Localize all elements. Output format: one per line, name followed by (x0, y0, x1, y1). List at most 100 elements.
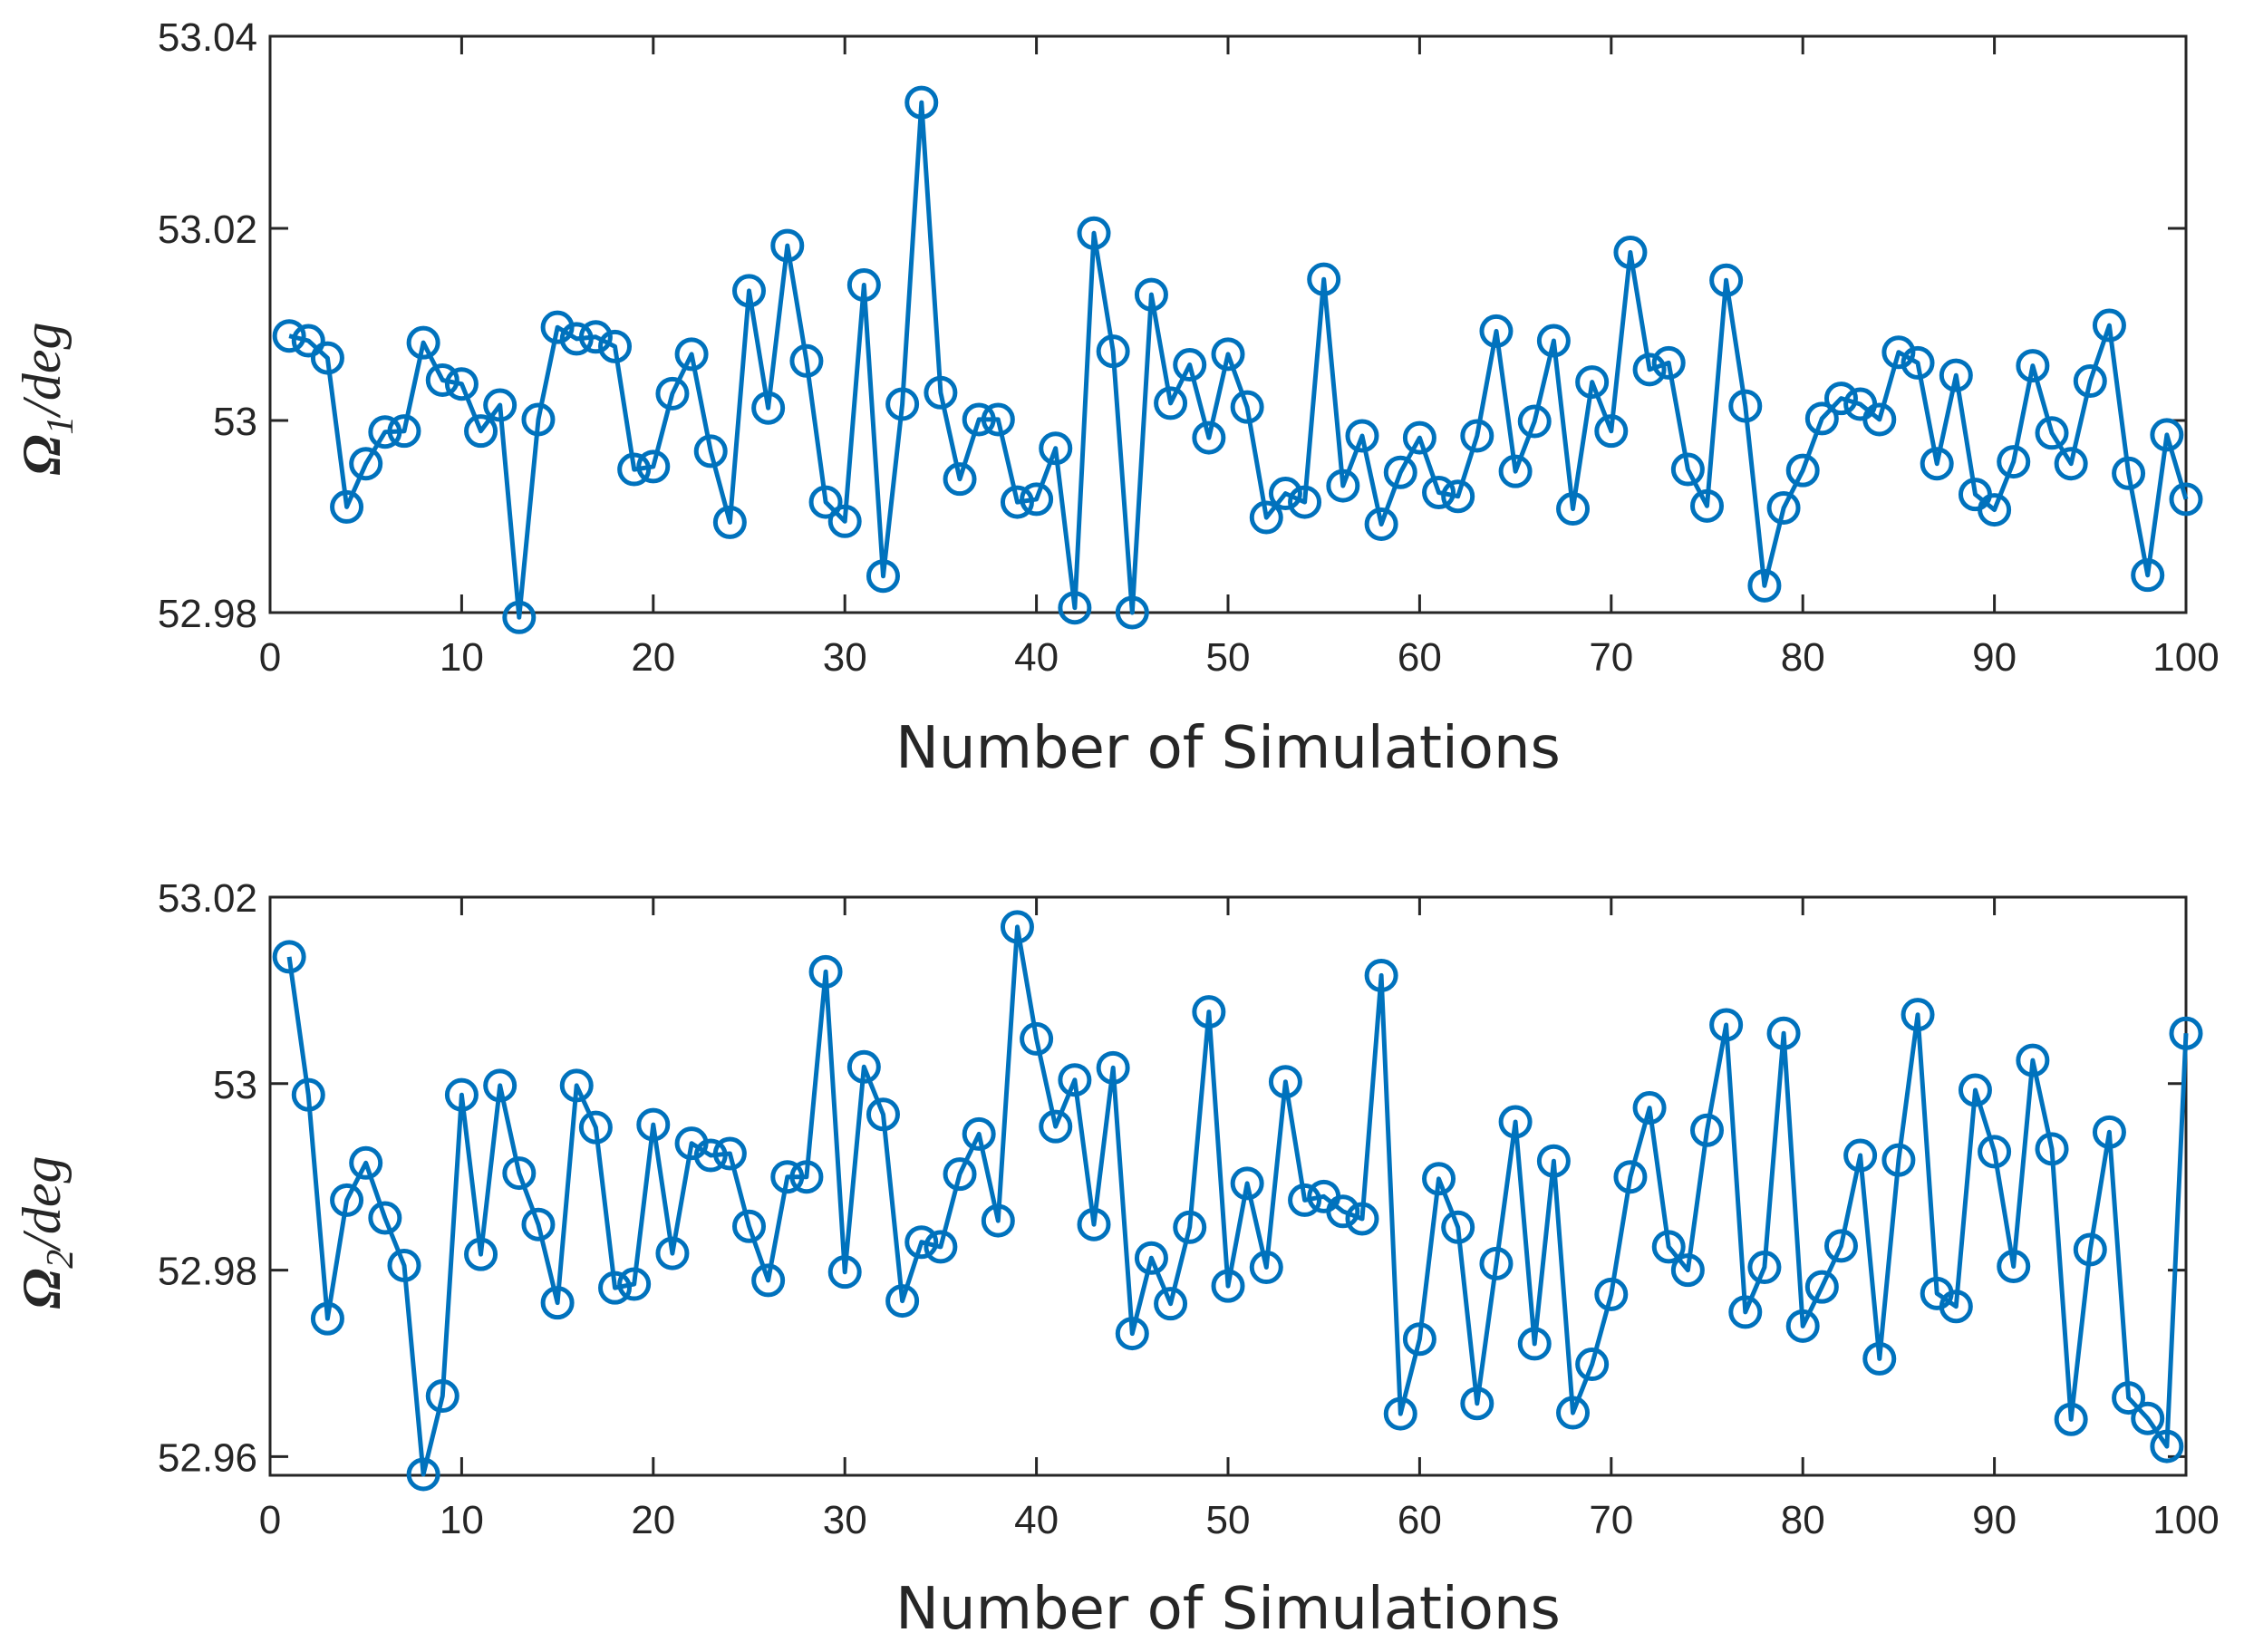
omega2-data-point (444, 1077, 479, 1112)
omega1-data-point (1479, 314, 1514, 348)
omega1-data-point (1517, 404, 1552, 439)
omega1-data-point (368, 415, 402, 449)
omega2-data-point (1422, 1162, 1456, 1196)
omega2-data-point (1594, 1277, 1629, 1311)
omega1-data-point (406, 325, 440, 360)
omega1-data-point (272, 319, 306, 353)
omega2-data-point (1785, 1309, 1820, 1343)
omega2-data-point (1039, 1109, 1073, 1144)
omega1-data-point (904, 85, 939, 120)
omega1-data-point (1823, 382, 1858, 416)
omega2-data-point (578, 1110, 613, 1145)
omega2-data-point (712, 1136, 747, 1171)
omega1-data-point (387, 414, 421, 449)
omega2-x-tick-label: 70 (1589, 1498, 1633, 1542)
omega2-data-point (1192, 995, 1226, 1029)
omega1-data-point (2131, 558, 2165, 593)
omega2-x-tick-label: 10 (440, 1498, 484, 1542)
omega1-y-tick-label: 53 (213, 400, 257, 444)
omega1-data-point (1690, 488, 1724, 523)
omega1-data-point (1096, 334, 1130, 369)
omega1-data-point (1383, 455, 1417, 489)
omega1-data-point (789, 343, 824, 378)
omega1-data-point (1901, 345, 1935, 380)
omega1-data-point (1766, 490, 1801, 525)
omega1-y-tick-label: 53.02 (158, 208, 257, 252)
omega1-data-point (598, 329, 633, 363)
omega1-data-point (1288, 485, 1322, 519)
omega1-data-point (1498, 454, 1533, 488)
omega1-data-point (330, 489, 364, 524)
omega2-data-point (425, 1379, 459, 1414)
omega2-data-point (1077, 1207, 1111, 1241)
omega1-data-point (2054, 447, 2088, 481)
omega1-data-point (1804, 401, 1839, 436)
omega2-axes-frame (268, 895, 2188, 1477)
omega2-data-point (827, 1255, 862, 1290)
omega2-data-point (330, 1183, 364, 1217)
omega2-data-point (368, 1201, 402, 1235)
omega1-y-axis-label: Ω1/deg (12, 322, 82, 475)
omega2-data-point (1517, 1327, 1552, 1361)
omega2-x-axis-label: Number of Simulations (895, 1576, 1561, 1643)
omega1-data-point (1326, 469, 1360, 503)
omega1-data-point (578, 320, 613, 354)
omega2-x-tick-label: 100 (2152, 1498, 2219, 1542)
omega1-data-point (924, 375, 958, 410)
omega2-data-point (349, 1145, 383, 1180)
omega2-data-point (2073, 1232, 2107, 1267)
omega1-data-point (1307, 262, 1341, 296)
omega1-y-tick-label: 52.98 (158, 592, 257, 636)
omega1-data-point (846, 268, 881, 303)
omega2-data-point (1345, 1202, 1379, 1236)
omega2-y-tick-label: 53.02 (158, 876, 257, 921)
omega1-data-point (310, 341, 344, 375)
omega1-data-point (1364, 507, 1398, 541)
omega1-data-point (751, 391, 786, 425)
omega2-data-point (1000, 910, 1034, 944)
omega2-data-point (1441, 1210, 1475, 1244)
omega2-data-point (885, 1284, 920, 1319)
omega1-data-point (866, 559, 900, 594)
omega1-data-point (1134, 277, 1168, 312)
omega1-data-point (1268, 477, 1302, 511)
omega2-data-point (1211, 1269, 1245, 1303)
omega1-data-point (1862, 402, 1897, 437)
omega2-data-point (1115, 1317, 1149, 1351)
omega2-data-point (636, 1107, 671, 1142)
omega2-data-point (1498, 1105, 1533, 1139)
omega2-data-point (904, 1225, 939, 1260)
omega2-data-point (2131, 1401, 2165, 1435)
omega1-data-point (2169, 482, 2203, 517)
omega1-data-point (483, 388, 517, 422)
omega1-data-point (1594, 414, 1629, 449)
omega1-data-point (1077, 216, 1111, 250)
omega2-data-point (2169, 1016, 2203, 1050)
omega1-x-tick-label: 40 (1014, 635, 1059, 680)
omega2-x-tick-label: 40 (1014, 1498, 1059, 1542)
omega2-data-point (617, 1267, 652, 1301)
omega2-data-point (846, 1049, 881, 1084)
omega2-data-point (1804, 1270, 1839, 1304)
omega1-x-tick-label: 10 (440, 635, 484, 680)
omega1-data-point (1632, 353, 1667, 387)
omega1-data-point (1000, 485, 1034, 519)
omega2-data-point (1268, 1065, 1302, 1099)
omega1-data-point (1460, 419, 1494, 453)
omega1-data-point (1728, 389, 1763, 423)
omega1-data-point (1058, 591, 1092, 625)
omega1-data-point (2073, 364, 2107, 399)
omega2-data-point (789, 1160, 824, 1194)
omega1-x-tick-label: 80 (1781, 635, 1825, 680)
omega2-data-point (1766, 1016, 1801, 1050)
omega2-data-point (943, 1157, 977, 1192)
omega2-data-point (2035, 1132, 2069, 1166)
omega2-data-point (1230, 1166, 1264, 1201)
omega1-data-point (559, 322, 594, 356)
omega1-data-point (1709, 263, 1744, 297)
omega2-data-point (962, 1116, 996, 1151)
omega2-data-point (1939, 1290, 1973, 1324)
omega2-data-point (1823, 1229, 1858, 1263)
omega1-data-point (1020, 482, 1054, 517)
omega1-data-point (2016, 349, 2050, 383)
